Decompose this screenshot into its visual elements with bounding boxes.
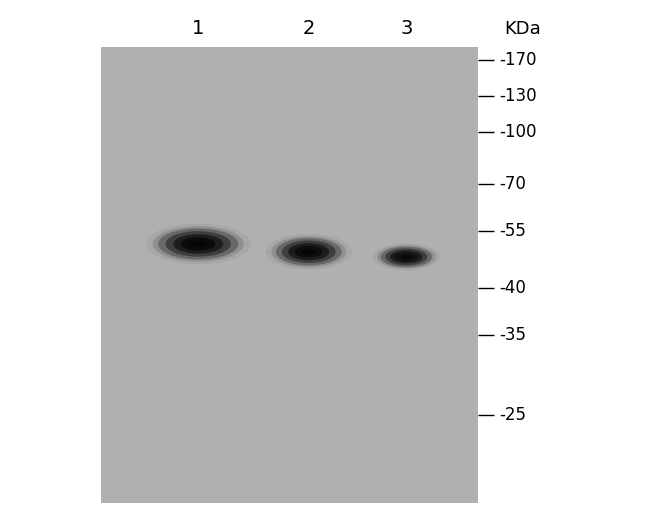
Text: 3: 3 <box>400 19 413 38</box>
Text: 1: 1 <box>192 19 205 38</box>
Ellipse shape <box>276 238 342 265</box>
Ellipse shape <box>372 243 440 270</box>
FancyBboxPatch shape <box>101 47 478 503</box>
Ellipse shape <box>294 246 323 257</box>
Text: -55: -55 <box>499 222 526 240</box>
Text: -170: -170 <box>499 51 537 69</box>
Text: -25: -25 <box>499 406 526 424</box>
Ellipse shape <box>153 226 244 262</box>
Ellipse shape <box>166 231 231 256</box>
Ellipse shape <box>400 254 412 260</box>
Ellipse shape <box>272 236 346 267</box>
Ellipse shape <box>146 224 251 264</box>
Ellipse shape <box>301 249 317 255</box>
Text: -40: -40 <box>499 279 526 297</box>
Ellipse shape <box>282 240 335 263</box>
Ellipse shape <box>288 243 330 260</box>
Ellipse shape <box>380 247 432 267</box>
Text: -100: -100 <box>499 124 537 141</box>
Text: 2: 2 <box>302 19 315 38</box>
Text: -130: -130 <box>499 87 537 105</box>
Ellipse shape <box>189 240 207 248</box>
Ellipse shape <box>395 252 417 262</box>
Text: -35: -35 <box>499 326 526 344</box>
Ellipse shape <box>181 237 216 251</box>
Text: -70: -70 <box>499 175 526 193</box>
Ellipse shape <box>390 251 422 263</box>
Ellipse shape <box>385 249 427 265</box>
Ellipse shape <box>173 234 224 254</box>
Ellipse shape <box>266 234 352 270</box>
Ellipse shape <box>377 245 436 269</box>
Ellipse shape <box>158 228 239 260</box>
Text: KDa: KDa <box>504 20 541 37</box>
